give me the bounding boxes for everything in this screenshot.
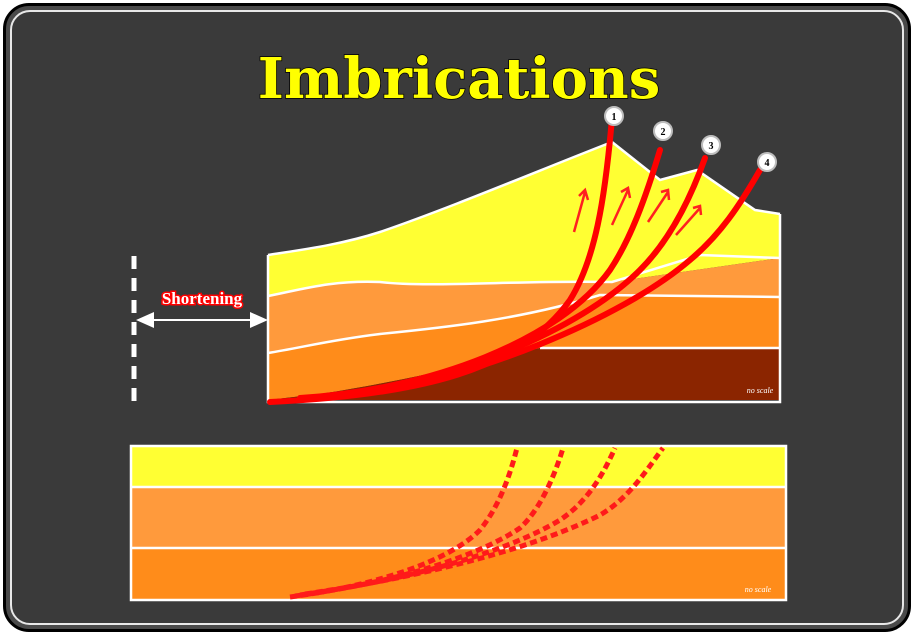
slip-arrows xyxy=(572,186,703,236)
shortening-label: Shortening xyxy=(162,289,243,308)
layer-boundaries-deformed xyxy=(266,140,782,404)
layer-middle-deformed xyxy=(268,258,780,353)
svg-text:1: 1 xyxy=(612,112,617,123)
scale-note-top: no scale xyxy=(747,386,774,395)
layer-top-undeformed xyxy=(131,446,786,487)
svg-text:2: 2 xyxy=(661,127,666,138)
fault-badge-4: 4 xyxy=(757,152,777,172)
layer-middle-undeformed xyxy=(131,487,786,548)
svg-text:4: 4 xyxy=(765,158,770,169)
shortening-arrow-left-head xyxy=(136,312,154,328)
thrust-faults xyxy=(267,115,763,405)
fault-4 xyxy=(357,167,763,397)
deformed-block: 1 2 3 4 no scale xyxy=(266,106,782,405)
fault-badge-3: 3 xyxy=(701,135,721,155)
undeformed-block: no scale xyxy=(129,444,788,602)
future-fault-traces xyxy=(289,446,665,600)
shortening-arrow-right-head xyxy=(250,312,268,328)
future-fault-2 xyxy=(294,447,566,599)
title: Imbrications xyxy=(258,46,661,112)
fault-number-badges: 1 2 3 4 xyxy=(604,106,777,172)
fault-badge-1: 1 xyxy=(604,106,624,126)
scale-note-bottom: no scale xyxy=(745,585,772,594)
fault-badge-2: 2 xyxy=(653,121,673,141)
future-fault-4 xyxy=(304,446,665,597)
shortening-indicator: Shortening xyxy=(131,256,268,402)
future-fault-1 xyxy=(289,447,520,600)
svg-text:3: 3 xyxy=(709,141,714,152)
